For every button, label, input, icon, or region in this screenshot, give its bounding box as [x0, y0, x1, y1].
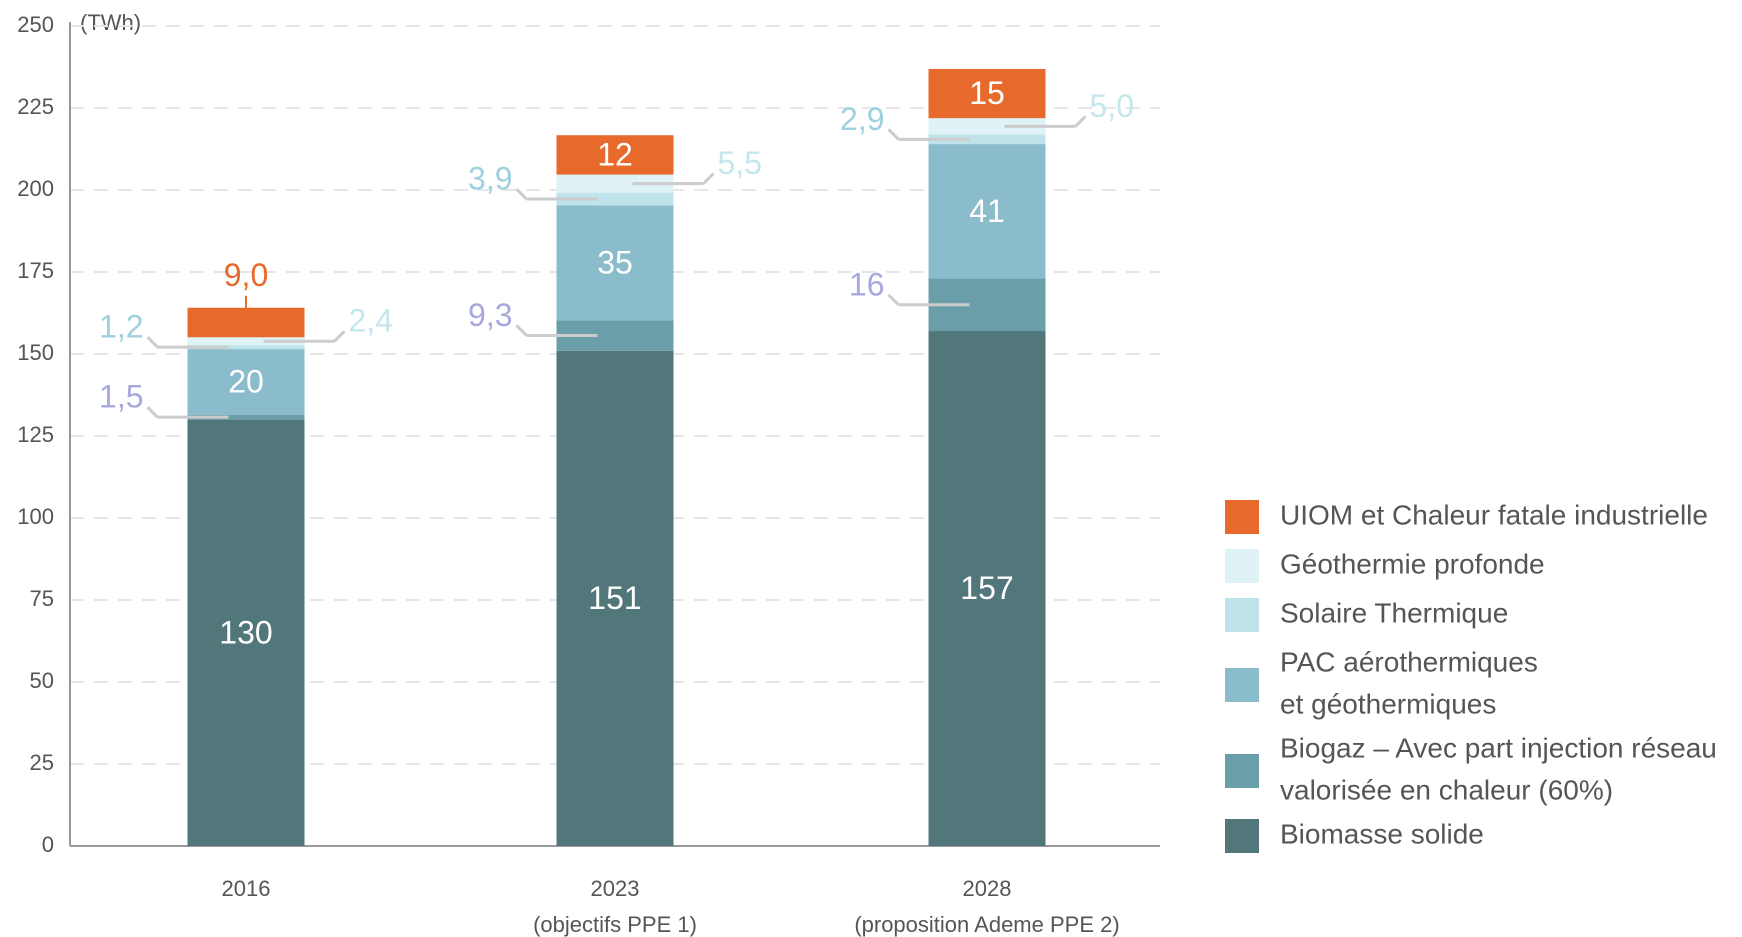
y-tick-label: 200 [17, 176, 54, 201]
y-unit: (TWh) [80, 10, 141, 35]
y-tick-label: 250 [17, 12, 54, 37]
legend-label: et géothermiques [1280, 688, 1496, 719]
legend-label: Biogaz – Avec part injection réseau [1280, 732, 1717, 763]
bar-segment [928, 134, 1046, 145]
y-tick-label: 0 [42, 832, 54, 857]
y-tick-label: 125 [17, 422, 54, 447]
legend-swatch [1225, 754, 1259, 788]
x-tick-label: (proposition Ademe PPE 2) [854, 912, 1119, 937]
leader-line [1074, 115, 1087, 128]
bar-segment [187, 307, 305, 338]
value-label: 130 [219, 614, 272, 650]
x-tick-label: 2028 [963, 876, 1012, 901]
value-label: 41 [969, 193, 1005, 229]
bar-segment [928, 144, 1046, 279]
legend-swatch [1225, 819, 1259, 853]
value-label: 151 [588, 580, 641, 616]
leader-line [887, 293, 900, 306]
value-label: 1,5 [99, 379, 143, 415]
leader-line [887, 128, 900, 141]
value-label: 12 [597, 136, 633, 172]
x-tick-label: 2023 [591, 876, 640, 901]
legend-swatch [1225, 500, 1259, 534]
legend-label: Solaire Thermique [1280, 597, 1508, 628]
value-label: 5,0 [1090, 88, 1134, 124]
y-tick-label: 100 [17, 504, 54, 529]
value-label: 35 [597, 244, 633, 280]
legend-swatch [1225, 549, 1259, 583]
bar-segment [556, 174, 674, 193]
legend-label: valorisée en chaleur (60%) [1280, 774, 1613, 805]
x-tick-label: (objectifs PPE 1) [533, 912, 697, 937]
leader-line [515, 324, 528, 337]
legend-swatch [1225, 668, 1259, 702]
value-label: 9,3 [468, 297, 512, 333]
bar-segment [556, 192, 674, 206]
bar-segment [187, 419, 305, 846]
bar-segment [928, 331, 1046, 846]
value-label: 1,2 [99, 309, 143, 345]
value-label: 3,9 [468, 160, 512, 196]
bar-segment [556, 350, 674, 846]
bar-segment [556, 205, 674, 321]
value-label: 15 [969, 75, 1005, 111]
y-tick-label: 175 [17, 258, 54, 283]
value-label: 5,5 [718, 145, 762, 181]
y-tick-label: 25 [30, 750, 54, 775]
bar-segment [187, 414, 305, 420]
value-label: 9,0 [224, 257, 268, 293]
leader-line [333, 330, 346, 343]
y-tick-label: 75 [30, 586, 54, 611]
leader-line [515, 187, 528, 201]
value-label: 2,9 [840, 101, 884, 137]
y-tick-label: 225 [17, 94, 54, 119]
leader-line [146, 336, 159, 349]
bar-segment [187, 337, 305, 346]
legend-label: UIOM et Chaleur fatale industrielle [1280, 499, 1708, 530]
bar-segment [556, 135, 674, 175]
value-label: 157 [960, 570, 1013, 606]
value-label: 20 [228, 363, 264, 399]
legend-swatch [1225, 598, 1259, 632]
legend-label: Biomasse solide [1280, 818, 1484, 849]
y-tick-label: 50 [30, 668, 54, 693]
bar-segment [187, 349, 305, 415]
leader-line [702, 172, 715, 185]
value-label: 16 [849, 266, 885, 302]
x-tick-label: 2016 [222, 876, 271, 901]
bar-segment [187, 345, 305, 350]
legend-label: PAC aérothermiques [1280, 646, 1538, 677]
bar-segment [928, 68, 1046, 119]
leader-line [146, 406, 159, 419]
y-tick-label: 150 [17, 340, 54, 365]
legend-label: Géothermie profonde [1280, 548, 1545, 579]
value-label: 2,4 [349, 303, 393, 339]
bar-segment [928, 118, 1046, 135]
